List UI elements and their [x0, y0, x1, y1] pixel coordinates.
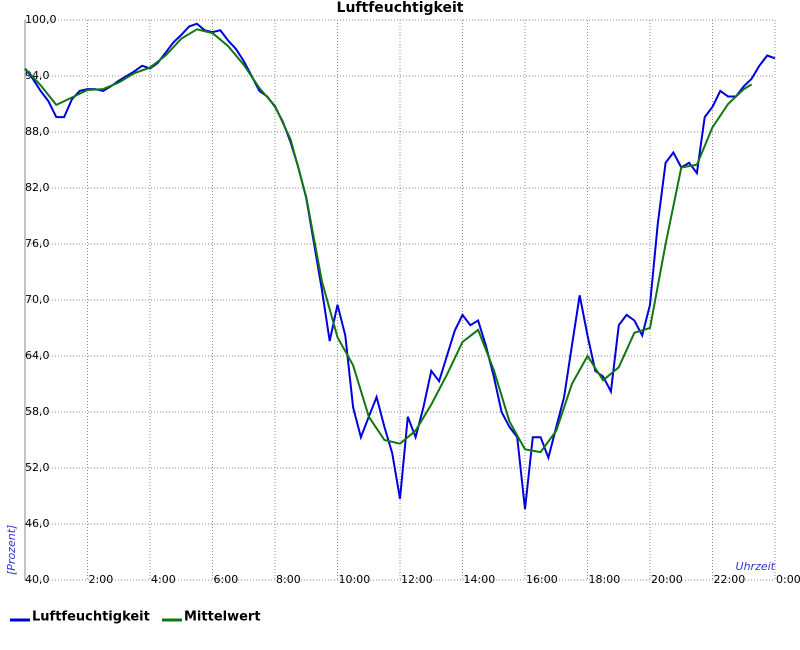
y-tick-label: 46,0 [25, 517, 50, 530]
y-tick-label: 76,0 [25, 237, 50, 250]
y-axis-label: [Prozent] [5, 525, 18, 575]
x-tick-label: 12:00 [401, 573, 433, 586]
y-tick-label: 88,0 [25, 125, 50, 138]
legend-label: Luftfeuchtigkeit [32, 610, 150, 625]
y-tick-label: 94,0 [25, 69, 50, 82]
x-tick-label: 6:00 [214, 573, 239, 586]
y-tick-label: 52,0 [25, 461, 50, 474]
x-tick-label: 18:00 [589, 573, 621, 586]
x-tick-label: 2:00 [89, 573, 114, 586]
chart-title: Luftfeuchtigkeit [337, 0, 464, 16]
y-tick-label: 58,0 [25, 405, 50, 418]
x-tick-label: 8:00 [276, 573, 301, 586]
x-tick-label: 0:00 [776, 573, 800, 586]
y-tick-label: 82,0 [25, 181, 50, 194]
x-tick-label: 20:00 [651, 573, 683, 586]
y-tick-label: 64,0 [25, 349, 50, 362]
x-tick-label: 4:00 [151, 573, 176, 586]
y-tick-label: 100,0 [25, 13, 57, 26]
x-axis-label: Uhrzeit [736, 560, 776, 573]
x-tick-label: 14:00 [464, 573, 496, 586]
x-tick-label: 22:00 [714, 573, 746, 586]
line [24, 28, 753, 454]
y-tick-label: 40,0 [25, 573, 50, 586]
x-tick-label: 16:00 [526, 573, 558, 586]
x-tick-label: 10:00 [339, 573, 371, 586]
legend-label: Mittelwert [184, 610, 261, 625]
y-tick-label: 70,0 [25, 293, 50, 306]
